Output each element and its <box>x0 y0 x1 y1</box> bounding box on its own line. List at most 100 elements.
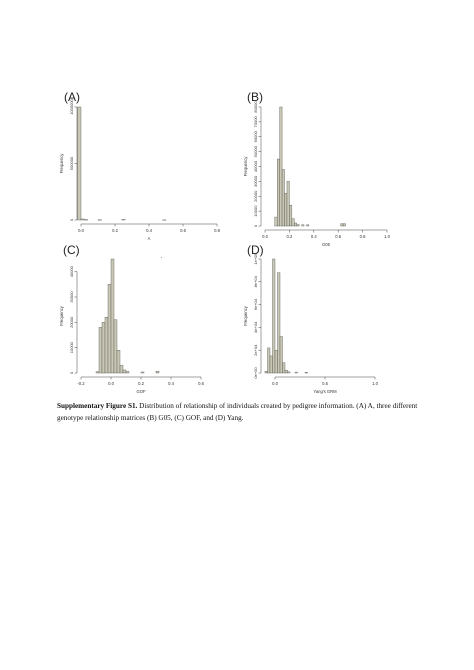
y-tick-label: 1000000 <box>69 98 74 114</box>
y-tick-label: 30000 <box>69 291 74 303</box>
y-tick-label: 0 <box>253 224 258 227</box>
histogram-bar <box>340 223 344 227</box>
y-tick-label: 0e+00 <box>253 367 258 379</box>
y-tick-label: 2e+04 <box>253 344 258 356</box>
y-tick-label: 500000 <box>69 156 74 170</box>
x-axis-label: Yang's GRM <box>313 389 337 394</box>
y-axis-label: Frequency <box>59 153 64 174</box>
histogram-bar <box>274 216 278 227</box>
x-axis-label: G05 <box>322 242 331 247</box>
histogram-bar <box>98 327 103 374</box>
panel-label-a: (A) <box>64 90 80 104</box>
histogram-bar <box>104 317 109 374</box>
y-tick-label: 20000 <box>69 316 74 328</box>
y-tick-label: 40000 <box>253 160 258 172</box>
x-tick-label: 0.2 <box>138 381 144 386</box>
x-tick-label: 1.0 <box>372 381 378 386</box>
histogram-d: 0.0 0.5 1.0 Yang's GRM 0e+00 2e+04 4e+04 6e+04 8… <box>243 253 379 394</box>
histogram-bar <box>277 158 280 227</box>
panel-label-c: (C) <box>63 243 80 257</box>
histogram-bar <box>342 223 346 227</box>
x-tick-label: 0.5 <box>322 381 328 386</box>
histogram-bar <box>294 222 297 227</box>
y-tick-label: 80000 <box>253 101 258 113</box>
histogram-bar <box>272 258 276 374</box>
histogram-bar <box>306 224 310 227</box>
histogram-bar <box>284 193 288 227</box>
x-tick-label: 0.8 <box>214 228 220 233</box>
histogram-bar <box>289 204 293 227</box>
histogram-bar <box>113 319 118 374</box>
y-tick-label: 1e+05 <box>253 253 258 265</box>
y-tick-label: 0 <box>69 371 74 374</box>
panel-label-d: (D) <box>247 243 264 257</box>
histogram-bar <box>294 371 298 374</box>
x-tick-label: 0.4 <box>146 228 152 233</box>
y-tick-label: 0 <box>69 218 74 221</box>
figure-caption: Supplementary Figure S1. Distribution of… <box>57 401 427 424</box>
histogram-a: 0.0 0.2 0.4 0.6 0.8 A 0 500000 1000000 Frequency <box>59 98 221 241</box>
histogram-bar <box>287 371 291 374</box>
histogram-bar <box>140 371 145 374</box>
panel-label-b: (B) <box>247 90 263 104</box>
x-tick-label: 0.0 <box>78 228 84 233</box>
figure-panel-d: (D) 0.0 0.5 1.0 Yang's GRM 0e+00 2e+04 4e+04 6e… <box>241 239 409 394</box>
histogram-bar <box>279 336 283 374</box>
x-tick-label: 0.8 <box>360 234 366 239</box>
histogram-bar <box>267 347 271 374</box>
x-tick-label: 0.0 <box>272 381 278 386</box>
y-tick-label: 70000 <box>253 116 258 128</box>
histogram-bar <box>155 371 160 374</box>
figure-panel-c: (C) -0.2 0.0 0.2 0.4 0.6 GOF 0 10000 20000 30000 4… <box>57 239 225 394</box>
histogram-c: -0.2 0.0 0.2 0.4 0.6 GOF 0 10000 20000 30000 40000… <box>59 258 205 394</box>
histogram-bar <box>296 224 300 227</box>
y-tick-label: 30000 <box>253 175 258 187</box>
x-tick-label: 0.6 <box>198 381 204 386</box>
histogram-bar <box>286 181 290 227</box>
histogram-bar <box>77 106 82 221</box>
x-axis-label: A <box>148 236 151 241</box>
caption-label: Supplementary Figure S1. <box>57 402 138 410</box>
histogram-bar <box>269 355 273 374</box>
histogram-bar <box>121 219 126 221</box>
histogram-bar <box>281 169 285 227</box>
histogram-bar <box>101 322 106 374</box>
histogram-bar <box>274 349 278 374</box>
x-tick-label: 0.6 <box>335 234 341 239</box>
histogram-bar <box>110 258 115 374</box>
histogram-bar <box>264 371 268 374</box>
caption-text: Distribution of relationship of individu… <box>57 402 418 422</box>
y-tick-label: 40000 <box>69 265 74 277</box>
y-axis-label: Frequency <box>243 305 248 326</box>
x-tick-label: -0.2 <box>77 381 85 386</box>
histogram-bar <box>282 362 286 374</box>
histogram-bar <box>301 224 305 227</box>
histogram-bar <box>119 365 124 374</box>
y-tick-label: 50000 <box>253 145 258 157</box>
y-tick-label: 60000 <box>253 130 258 142</box>
x-tick-label: 0.2 <box>286 234 292 239</box>
histogram-bar <box>80 218 85 221</box>
histogram-bar <box>291 218 295 227</box>
y-tick-label: 8e+04 <box>253 275 258 287</box>
x-tick-label: 0.6 <box>180 228 186 233</box>
y-tick-label: 6e+04 <box>253 298 258 310</box>
x-axis-label: GOF <box>136 389 146 394</box>
histogram-bar <box>116 349 121 374</box>
y-tick-label: 10000 <box>69 341 74 353</box>
histogram-bar <box>95 371 100 374</box>
x-tick-label: 0.0 <box>262 234 268 239</box>
x-tick-label: 0.0 <box>108 381 114 386</box>
histogram-bar <box>304 372 308 374</box>
x-tick-label: 0.4 <box>311 234 317 239</box>
histogram-bar <box>277 272 281 374</box>
stray-mark <box>161 257 162 258</box>
figure-panel-b: (B) 0.0 0.2 0.4 0.6 0.8 1.0 G05 0 10000 20000 3000… <box>241 87 409 252</box>
x-tick-label: 0.2 <box>112 228 118 233</box>
y-axis-label: Frequency <box>59 305 64 326</box>
histogram-bar <box>279 106 283 227</box>
histogram-b: 0.0 0.2 0.4 0.6 0.8 1.0 G05 0 10000 20000 30000 400… <box>243 101 391 247</box>
histogram-bar <box>122 369 127 374</box>
y-tick-label: 20000 <box>253 190 258 202</box>
y-axis-label: Frequency <box>243 156 248 177</box>
